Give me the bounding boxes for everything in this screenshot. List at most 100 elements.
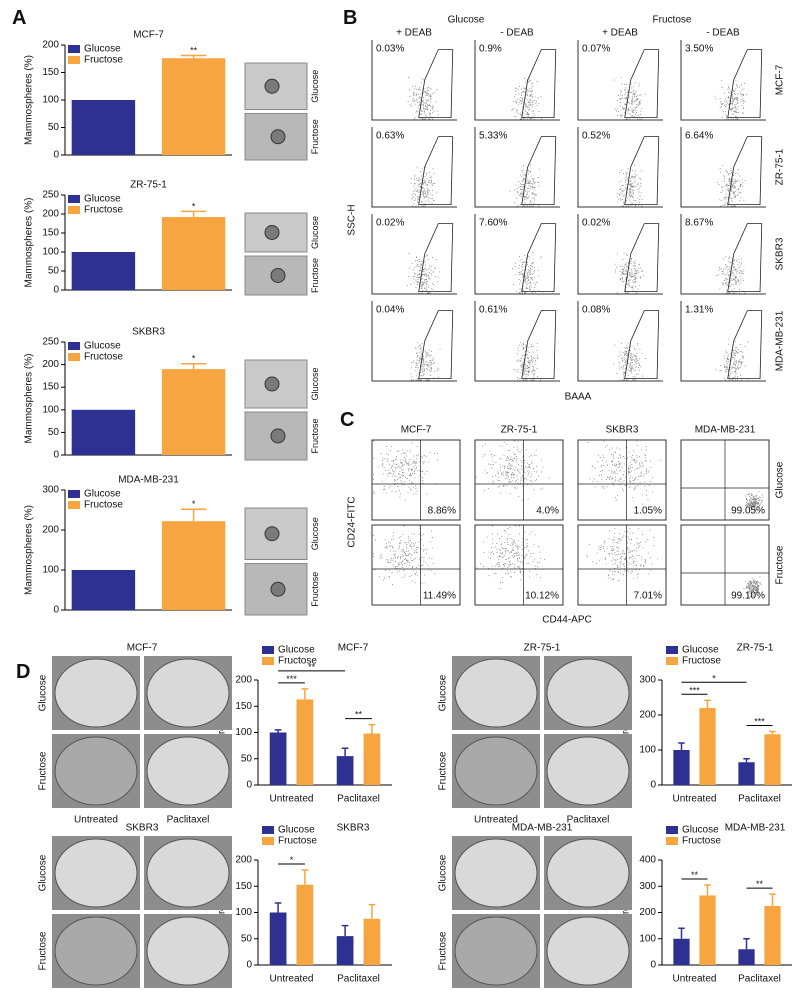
error-bar [678, 927, 685, 939]
plot-frame [474, 524, 564, 606]
bar [699, 895, 716, 965]
gate-percent: 1.31% [685, 305, 713, 316]
dish [146, 916, 230, 986]
x-tick-label: Untreated [673, 794, 717, 805]
gate-percent: 3.50% [685, 44, 713, 55]
gate [727, 223, 763, 293]
gate-percent: 0.61% [479, 305, 507, 316]
quadrant-percent: 7.01% [634, 591, 662, 602]
dish [546, 838, 630, 908]
scatter-cloud [373, 440, 438, 501]
gate [624, 223, 660, 293]
scatter-cloud [587, 440, 661, 505]
chart-title: ZR-75-1 [737, 643, 774, 654]
image-label: Glucose [310, 70, 320, 103]
y-tick-label: 150 [235, 701, 252, 712]
chart-title: SKBR3 [132, 327, 165, 338]
y-tick-label: 200 [42, 40, 59, 51]
gate-percent: 0.52% [582, 131, 610, 142]
significance-label: *** [754, 716, 765, 726]
y-tick-label: 100 [42, 95, 59, 106]
legend-swatch [68, 353, 80, 361]
dish [546, 658, 630, 728]
legend-swatch [262, 657, 274, 665]
gate-percent: 0.08% [582, 305, 610, 316]
gate [727, 310, 763, 380]
plot-frame [680, 301, 766, 382]
y-tick-label: 100 [42, 404, 59, 415]
bar [363, 733, 381, 785]
significance-label: * [712, 673, 716, 683]
legend-swatch [68, 56, 80, 64]
image-label: Glucose [310, 216, 320, 249]
group-header: Fructose [653, 15, 692, 26]
legend-swatch [666, 657, 678, 665]
image-label: Fructose [310, 418, 320, 453]
significance-label: * [290, 855, 294, 865]
gate-percent: 0.02% [582, 218, 610, 229]
error-bar [341, 924, 349, 937]
image-title: ZR-75-1 [524, 643, 561, 654]
row-label: Fructose [775, 545, 786, 584]
bar [71, 570, 136, 610]
legend-label: Glucose [682, 645, 719, 656]
significance-label: ** [190, 45, 198, 55]
dish [146, 658, 230, 728]
error-bar [368, 723, 376, 734]
y-tick-label: 300 [639, 675, 656, 686]
legend-label: Glucose [84, 341, 121, 352]
scatter-cloud [743, 576, 762, 597]
significance-label: * [192, 354, 196, 364]
row-label: Glucose [38, 854, 49, 891]
legend-label: Glucose [84, 194, 121, 205]
y-tick-label: 200 [235, 855, 252, 866]
row-label: MCF-7 [775, 64, 786, 95]
chart-title: MDA-MB-231 [725, 823, 786, 834]
chart-title: SKBR3 [337, 823, 370, 834]
quadrant-percent: 11.49% [423, 591, 456, 602]
significance-label: ** [691, 870, 699, 880]
y-tick-label: 100 [42, 565, 59, 576]
gate-percent: 0.03% [376, 44, 404, 55]
dish [454, 658, 538, 728]
error-bar [678, 742, 685, 750]
gate [624, 49, 660, 118]
quadrant-percent: 99.10% [731, 591, 765, 602]
plot-frame [577, 439, 667, 521]
legend-swatch [68, 206, 80, 214]
plot-frame [371, 127, 457, 208]
legend-swatch [68, 45, 80, 53]
plot-frame [680, 127, 766, 208]
legend-swatch [68, 490, 80, 498]
sphere [264, 78, 280, 94]
error-bar [180, 508, 207, 522]
plot-frame [371, 40, 457, 121]
legend-label: Fructose [84, 352, 123, 363]
bar [161, 58, 226, 156]
column-header: + DEAB [602, 28, 638, 39]
dish [546, 916, 630, 986]
x-tick-label: Untreated [673, 974, 717, 985]
y-axis-label: Mammospheres (%) [24, 55, 35, 145]
error-bar [180, 54, 207, 59]
column-label: Paclitaxel [167, 815, 210, 826]
sphere [264, 526, 280, 542]
chart-title: ZR-75-1 [130, 180, 167, 191]
y-tick-label: 0 [246, 960, 252, 971]
bar [296, 699, 314, 785]
gate-percent: 6.64% [685, 131, 713, 142]
error-bar [180, 210, 207, 218]
legend-swatch [262, 646, 274, 654]
gate [418, 310, 454, 380]
plot-frame [577, 127, 663, 208]
y-tick-label: 0 [650, 960, 656, 971]
error-bar [743, 938, 750, 950]
dish [454, 838, 538, 908]
gate [624, 136, 660, 206]
y-tick-label: 200 [639, 710, 656, 721]
scatter-cloud [407, 77, 439, 120]
y-tick-label: 0 [246, 780, 252, 791]
significance-label: *** [286, 674, 297, 684]
gate-percent: 0.02% [376, 218, 404, 229]
y-tick-label: 0 [53, 150, 59, 161]
